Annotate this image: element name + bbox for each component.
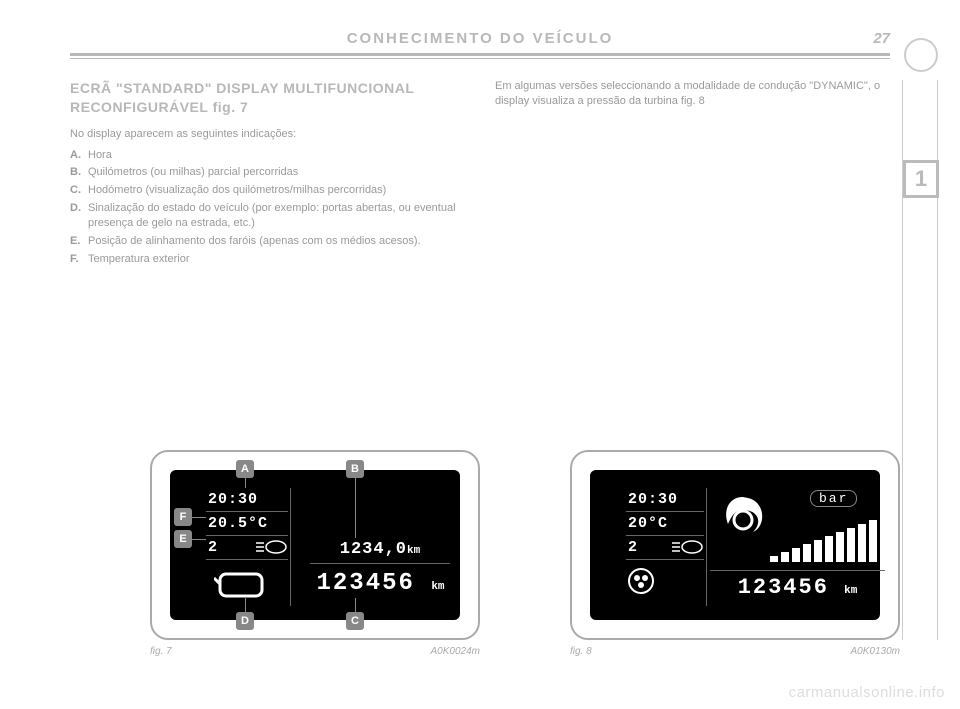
brand-logo-icon [904,38,938,72]
watermark: carmanualsonline.info [789,684,945,701]
list-item: B.Quilómetros (ou milhas) parcial percor… [70,165,465,180]
pressure-bar [825,536,833,562]
headlamp-value: 2 [628,539,638,556]
left-info-column: 20:30 20.5°C 2 [206,488,288,560]
headlamp-row: 2 [626,536,704,560]
figure-7: A B C D E F 20:30 20.5°C 2 [150,450,480,657]
caption-code: A0K0130m [851,646,900,657]
list-item: C.Hodómetro (visualização dos quilómetro… [70,183,465,198]
pressure-bar [814,540,822,562]
side-tab: 1 [902,80,938,640]
list-label: C. [70,183,88,198]
odometer-value: 123456 km [298,570,463,597]
list-text: Temperatura exterior [88,252,465,267]
left-column: ECRÃ "STANDARD" DISPLAY MULTIFUNCIONAL R… [70,79,465,270]
right-column: Em algumas versões seleccionando a modal… [495,79,890,270]
list-text: Posição de alinhamento dos faróis (apena… [88,234,465,249]
list-text: Sinalização do estado do veículo (por ex… [88,201,465,231]
marker-line [355,478,356,538]
odo-unit: km [431,581,444,593]
list-label: B. [70,165,88,180]
divider-thin [70,58,890,59]
list-label: D. [70,201,88,231]
vertical-divider [290,488,291,606]
pressure-bar [781,552,789,562]
list-text: Hodómetro (visualização dos quilómetros/… [88,183,465,198]
marker-line [192,517,206,518]
figure-caption: fig. 8 A0K0130m [570,646,900,657]
marker-f: F [174,508,192,526]
marker-line [192,539,206,540]
list-item: A.Hora [70,148,465,163]
trip-unit: km [407,545,420,557]
marker-c: C [346,612,364,630]
section-title: ECRÃ "STANDARD" DISPLAY MULTIFUNCIONAL R… [70,79,465,117]
display-screen: 20:30 20°C 2 bar [590,470,880,620]
temp-row: 20.5°C [206,512,288,536]
columns: ECRÃ "STANDARD" DISPLAY MULTIFUNCIONAL R… [70,79,890,270]
temp-value: 20°C [628,515,668,532]
time-value: 20:30 [628,491,678,508]
caption-label: fig. 7 [150,646,172,657]
page-number: 27 [873,30,890,47]
temp-value: 20.5°C [208,515,268,532]
list-text: Quilómetros (ou milhas) parcial percorri… [88,165,465,180]
pressure-bar [792,548,800,562]
list-label: A. [70,148,88,163]
caption-label: fig. 8 [570,646,592,657]
list-item: E.Posição de alinhamento dos faróis (ape… [70,234,465,249]
car-door-icon [214,568,274,604]
pressure-bar [836,532,844,562]
divider-thick [70,53,890,56]
pressure-bar [869,520,877,562]
odometer-value: 123456 km [710,570,885,600]
left-info-column: 20:30 20°C 2 [626,488,704,596]
marker-b: B [346,460,364,478]
marker-e: E [174,530,192,548]
bar-label: bar [810,490,857,507]
page-header: CONHECIMENTO DO VEÍCULO [70,30,890,47]
time-value: 20:30 [208,491,258,508]
list-label: F. [70,252,88,267]
definition-list: A.Hora B.Quilómetros (ou milhas) parcial… [70,148,465,267]
page: 27 CONHECIMENTO DO VEÍCULO ECRÃ "STANDAR… [70,30,890,680]
headlamp-value: 2 [208,539,218,556]
turbo-small-icon [626,560,704,596]
vertical-divider [706,488,707,606]
headlamp-icon [670,540,704,554]
caption-code: A0K0024m [431,646,480,657]
headlamp-icon [254,540,288,554]
marker-line [355,598,356,612]
chapter-number: 1 [903,160,939,198]
marker-d: D [236,612,254,630]
temp-row: 20°C [626,512,704,536]
marker-line [245,478,246,488]
list-text: Hora [88,148,465,163]
pressure-bar [770,556,778,562]
pressure-bars [770,518,877,562]
list-item: F.Temperatura exterior [70,252,465,267]
pressure-bar [858,524,866,562]
right-text: Em algumas versões seleccionando a modal… [495,79,890,109]
pressure-bar [803,544,811,562]
marker-a: A [236,460,254,478]
time-row: 20:30 [626,488,704,512]
figure-caption: fig. 7 A0K0024m [150,646,480,657]
pressure-bar [847,528,855,562]
odo-unit: km [844,585,857,597]
display-screen: A B C D E F 20:30 20.5°C 2 [170,470,460,620]
trip-value: 1234,0km [310,540,450,564]
intro-text: No display aparecem as seguintes indicaç… [70,127,465,142]
figure-8: 20:30 20°C 2 bar [570,450,900,657]
display-frame: A B C D E F 20:30 20.5°C 2 [150,450,480,640]
time-row: 20:30 [206,488,288,512]
display-frame: 20:30 20°C 2 bar [570,450,900,640]
list-item: D.Sinalização do estado do veículo (por … [70,201,465,231]
headlamp-row: 2 [206,536,288,560]
list-label: E. [70,234,88,249]
